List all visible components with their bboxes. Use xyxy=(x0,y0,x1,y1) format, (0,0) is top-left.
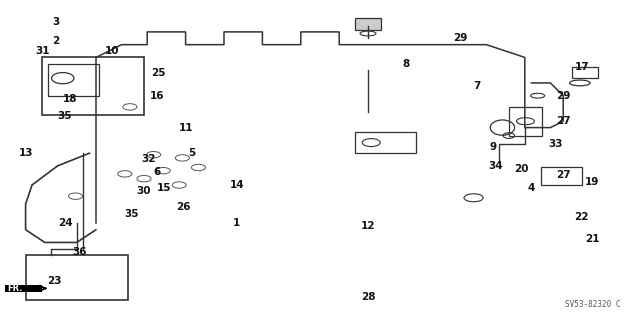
Text: 12: 12 xyxy=(361,221,375,232)
Text: 35: 35 xyxy=(124,209,138,219)
Text: FR.: FR. xyxy=(8,284,23,293)
Text: 26: 26 xyxy=(177,202,191,212)
Text: SV53-82320 C: SV53-82320 C xyxy=(565,300,621,309)
Text: 25: 25 xyxy=(151,68,165,78)
Bar xyxy=(26,255,128,300)
Text: 13: 13 xyxy=(19,148,33,158)
Text: 24: 24 xyxy=(58,218,72,228)
Text: 5: 5 xyxy=(188,148,196,158)
Text: 8: 8 xyxy=(403,59,410,69)
Text: 32: 32 xyxy=(141,154,156,165)
Text: 31: 31 xyxy=(35,46,49,56)
Text: 18: 18 xyxy=(63,94,77,104)
Text: 29: 29 xyxy=(556,91,570,101)
Text: 10: 10 xyxy=(105,46,119,56)
Text: 28: 28 xyxy=(361,292,375,302)
Text: 3: 3 xyxy=(52,17,60,27)
Text: 4: 4 xyxy=(527,183,535,193)
Text: 29: 29 xyxy=(454,33,468,43)
Text: 36: 36 xyxy=(73,247,87,257)
Bar xyxy=(509,107,542,136)
Bar xyxy=(5,285,42,292)
Text: 1: 1 xyxy=(233,218,241,228)
Bar xyxy=(48,64,99,96)
Text: 14: 14 xyxy=(230,180,244,190)
Text: 16: 16 xyxy=(150,91,164,101)
Text: 23: 23 xyxy=(47,276,61,286)
Bar xyxy=(572,67,598,78)
Text: 15: 15 xyxy=(157,183,172,193)
Bar xyxy=(42,57,144,115)
Text: 6: 6 xyxy=(153,167,161,177)
Text: 34: 34 xyxy=(489,161,503,171)
Text: 30: 30 xyxy=(137,186,151,197)
Bar xyxy=(541,167,582,185)
Text: 19: 19 xyxy=(585,177,599,187)
Text: 22: 22 xyxy=(574,212,588,222)
Text: 27: 27 xyxy=(556,170,570,181)
Text: 7: 7 xyxy=(473,81,481,91)
Text: 21: 21 xyxy=(585,234,599,244)
Text: 35: 35 xyxy=(58,111,72,122)
Text: 11: 11 xyxy=(179,122,193,133)
Bar xyxy=(355,18,381,30)
Bar xyxy=(355,132,416,153)
Text: 33: 33 xyxy=(548,138,563,149)
Text: 20: 20 xyxy=(515,164,529,174)
Text: 9: 9 xyxy=(489,142,497,152)
Text: 17: 17 xyxy=(575,62,589,72)
Text: 27: 27 xyxy=(556,116,570,126)
Text: 2: 2 xyxy=(52,36,60,47)
